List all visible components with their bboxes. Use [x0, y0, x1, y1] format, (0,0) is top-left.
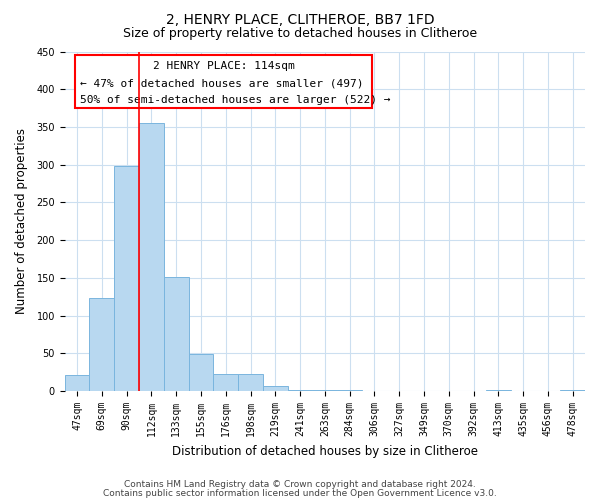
Bar — [238, 374, 263, 391]
Text: 2 HENRY PLACE: 114sqm: 2 HENRY PLACE: 114sqm — [152, 62, 294, 72]
Bar — [313, 390, 337, 391]
Bar — [89, 298, 114, 391]
Y-axis label: Number of detached properties: Number of detached properties — [15, 128, 28, 314]
Text: 50% of semi-detached houses are larger (522) →: 50% of semi-detached houses are larger (… — [80, 95, 391, 105]
Bar — [114, 166, 139, 391]
X-axis label: Distribution of detached houses by size in Clitheroe: Distribution of detached houses by size … — [172, 444, 478, 458]
Bar — [188, 354, 214, 391]
Bar — [214, 374, 238, 391]
Bar — [560, 390, 585, 391]
Text: Size of property relative to detached houses in Clitheroe: Size of property relative to detached ho… — [123, 28, 477, 40]
FancyBboxPatch shape — [75, 55, 371, 108]
Bar — [164, 277, 188, 391]
Text: Contains public sector information licensed under the Open Government Licence v3: Contains public sector information licen… — [103, 488, 497, 498]
Text: 2, HENRY PLACE, CLITHEROE, BB7 1FD: 2, HENRY PLACE, CLITHEROE, BB7 1FD — [166, 12, 434, 26]
Bar — [486, 390, 511, 391]
Bar — [139, 123, 164, 391]
Text: ← 47% of detached houses are smaller (497): ← 47% of detached houses are smaller (49… — [80, 78, 364, 88]
Bar — [65, 374, 89, 391]
Bar — [287, 390, 313, 391]
Bar — [263, 386, 287, 391]
Text: Contains HM Land Registry data © Crown copyright and database right 2024.: Contains HM Land Registry data © Crown c… — [124, 480, 476, 489]
Bar — [337, 390, 362, 391]
